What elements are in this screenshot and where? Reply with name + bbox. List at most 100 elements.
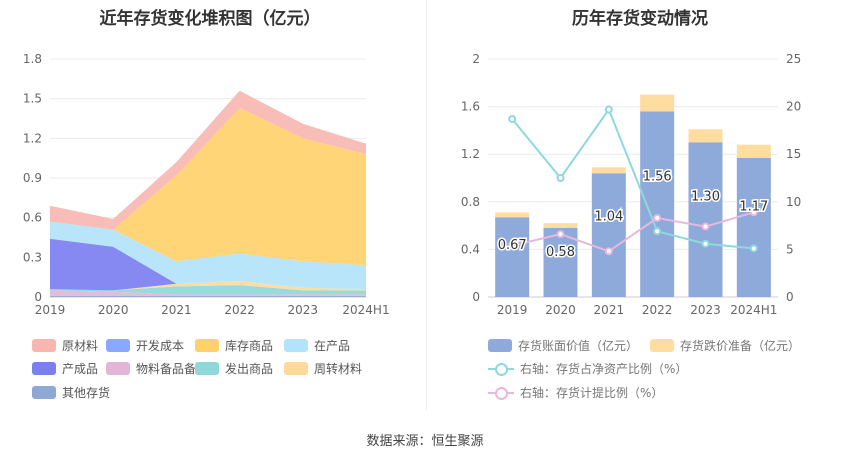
- legend-item[interactable]: 发出商品: [195, 360, 273, 377]
- right-legend: 存货账面价值（亿元） 存货跌价准备（亿元） 右轴：存货占净资产比例（%） 右轴：存货计…: [426, 0, 850, 410]
- area-series: [50, 295, 366, 297]
- bar-inventory-value: [688, 142, 723, 297]
- legend-swatch: [106, 362, 130, 375]
- y2-tick-label: 0: [786, 290, 794, 304]
- x-tick-label: 2024H1: [342, 303, 389, 317]
- x-tick-label: 2023: [690, 303, 721, 317]
- legend-item[interactable]: 存货账面价值（亿元）: [488, 337, 638, 354]
- legend-item[interactable]: 在产品: [284, 337, 350, 354]
- area-series: [50, 238, 366, 291]
- area-series: [50, 285, 366, 295]
- area-series: [50, 281, 366, 291]
- bar-inventory-value: [591, 173, 626, 297]
- legend-swatch: [32, 386, 56, 399]
- legend-swatch: [284, 339, 308, 352]
- chart-divider: [426, 0, 427, 410]
- x-tick-label: 2019: [35, 303, 66, 317]
- data-label: 0.67: [498, 238, 527, 253]
- y-tick-label: 0.4: [461, 242, 480, 256]
- x-tick-label: 2021: [161, 303, 192, 317]
- stacked-area-chart: 0 0.3 0.6 0.9 1.2 1.5 1.8 2019 2020 2021 2022 2023 2…: [23, 52, 390, 317]
- legend-label: 右轴：存货计提比例（%）: [520, 386, 664, 400]
- bar-inventory-value: [495, 217, 530, 297]
- legend-label: 库存商品: [225, 339, 274, 353]
- x-tick-label: 2022: [224, 303, 255, 317]
- y-tick-label: 1.8: [23, 52, 42, 66]
- y2-tick-label: 10: [786, 195, 801, 209]
- legend-swatch: [488, 386, 514, 400]
- y-tick-label: 0: [472, 290, 480, 304]
- line-point: [604, 247, 613, 256]
- legend-swatch: [32, 362, 56, 375]
- legend-item[interactable]: 右轴：存货占净资产比例（%）: [488, 360, 687, 377]
- legend-item[interactable]: 库存商品: [195, 337, 273, 354]
- y-tick-label: 0: [34, 290, 42, 304]
- line-series: [511, 107, 754, 250]
- line-point: [653, 227, 662, 236]
- data-label: 1.04: [594, 210, 623, 225]
- line-point: [508, 241, 517, 250]
- y2-tick-label: 15: [786, 147, 801, 161]
- bar-impairment-provision: [736, 144, 771, 158]
- y-tick-label: 0.3: [23, 250, 42, 264]
- line-point: [508, 114, 517, 123]
- x-tick-label: 2022: [642, 303, 673, 317]
- x-tick-label: 2023: [288, 303, 319, 317]
- legend-item[interactable]: 其他存货: [32, 384, 110, 401]
- line-point: [701, 222, 710, 231]
- area-series: [50, 221, 366, 290]
- legend-item[interactable]: 右轴：存货计提比例（%）: [488, 384, 663, 401]
- legend-label: 原材料: [62, 339, 99, 353]
- right-chart-title: 历年存货变动情况: [572, 9, 708, 29]
- x-tick-label: 2019: [497, 303, 528, 317]
- y2-tick-label: 20: [786, 100, 801, 114]
- x-tick-label: 2020: [98, 303, 129, 317]
- bar-impairment-provision: [495, 212, 530, 218]
- legend-label: 周转材料: [314, 362, 363, 376]
- legend-label: 在产品: [314, 339, 351, 353]
- area-series: [50, 90, 366, 230]
- data-label: 0.58: [546, 245, 575, 260]
- bar-impairment-provision: [591, 167, 626, 174]
- y-tick-label: 0.9: [23, 171, 42, 185]
- legend-item[interactable]: 产成品: [32, 360, 98, 377]
- legend-swatch: [195, 362, 219, 375]
- legend-label: 存货跌价准备（亿元）: [680, 339, 801, 353]
- legend-label: 开发成本: [136, 339, 185, 353]
- data-label: 1.30: [691, 189, 720, 204]
- x-tick-label: 2020: [545, 303, 576, 317]
- legend-swatch: [284, 362, 308, 375]
- line-point: [701, 239, 710, 248]
- x-tick-label: 2024H1: [730, 303, 777, 317]
- y-tick-label: 1.2: [23, 131, 42, 145]
- legend-swatch: [32, 339, 56, 352]
- line-point: [556, 230, 565, 239]
- legend-item[interactable]: 物料备品备件: [106, 360, 208, 377]
- bar-impairment-provision: [640, 94, 675, 112]
- line-point: [749, 244, 758, 253]
- legend-swatch: [488, 339, 512, 352]
- legend-swatch: [106, 339, 130, 352]
- legend-item[interactable]: 原材料: [32, 337, 98, 354]
- legend-item[interactable]: 周转材料: [284, 360, 362, 377]
- x-tick-label: 2021: [594, 303, 625, 317]
- legend-label: 产成品: [62, 362, 99, 376]
- legend-item[interactable]: 存货跌价准备（亿元）: [650, 337, 800, 354]
- legend-swatch: [650, 339, 674, 352]
- y-tick-label: 1.2: [461, 147, 480, 161]
- legend-swatch: [195, 339, 219, 352]
- y-tick-label: 1.5: [23, 92, 42, 106]
- y2-tick-label: 25: [786, 52, 801, 66]
- bar-inventory-value: [543, 227, 578, 297]
- bar-inventory-value: [736, 157, 771, 297]
- legend-label: 其他存货: [62, 386, 111, 400]
- line-series: [511, 211, 755, 253]
- legend-label: 发出商品: [225, 362, 274, 376]
- legend-swatch: [488, 362, 514, 376]
- y2-tick-label: 5: [786, 242, 794, 256]
- legend-label: 存货账面价值（亿元）: [518, 339, 639, 353]
- area-series: [50, 290, 366, 296]
- source-note: 数据来源：恒生聚源: [366, 434, 484, 449]
- legend-item[interactable]: 开发成本: [106, 337, 184, 354]
